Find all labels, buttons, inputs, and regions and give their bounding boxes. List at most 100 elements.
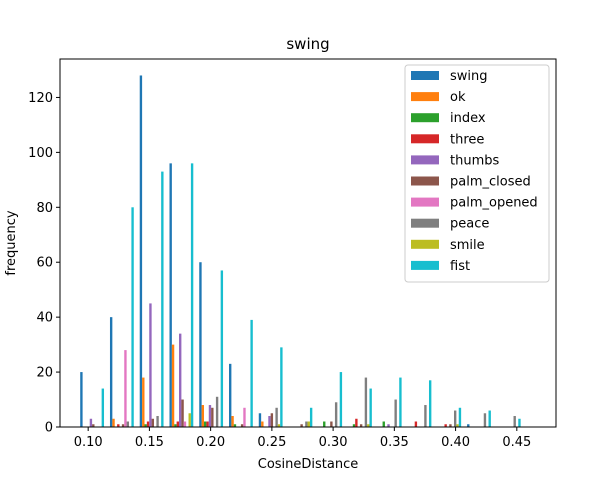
legend-label: thumbs (450, 153, 499, 168)
x-tick-label: 0.25 (257, 435, 286, 450)
bar-fist (428, 380, 432, 427)
y-tick-label: 80 (36, 201, 53, 216)
bar-fist (131, 207, 134, 427)
bar-peace (334, 402, 338, 427)
legend: swing ok index three thumbs palm_closed palm_o… (404, 64, 550, 283)
legend-box (404, 64, 550, 283)
x-tick-label: 0.15 (135, 435, 164, 450)
legend-swatch (411, 71, 439, 80)
bar-index (233, 424, 237, 427)
legend-swatch (411, 113, 439, 123)
chart-title: swing (286, 35, 329, 53)
y-tick-label: 100 (28, 146, 53, 161)
bar-ok (171, 344, 175, 427)
legend-label: peace (450, 217, 489, 232)
bar-peace (394, 399, 397, 427)
x-axis-label: CosineDistance (258, 457, 359, 472)
bar-peace (156, 416, 159, 427)
legend-label: palm_closed (450, 175, 531, 190)
bar-three (117, 424, 120, 427)
bar-swing (199, 262, 202, 427)
bar-palm-opened (243, 407, 246, 427)
bar-ok (142, 377, 145, 427)
legend-label: swing (450, 69, 488, 84)
bar-palm-closed (92, 424, 95, 427)
bar-swing (139, 75, 143, 427)
bar-fist (369, 388, 372, 427)
bar-thumbs (208, 405, 212, 427)
bar-peace (483, 413, 487, 427)
bar-fist (280, 347, 283, 427)
x-tick-label: 0.20 (196, 435, 225, 450)
plot-frame (59, 58, 557, 428)
bar-peace (513, 416, 516, 427)
legend-swatch (411, 260, 439, 270)
bar-index (174, 424, 177, 427)
x-tick-label: 0.30 (319, 435, 348, 450)
bar-ok (112, 418, 115, 427)
bar-fist (399, 377, 402, 427)
bar-thumbs (268, 416, 271, 427)
bar-fist (339, 372, 343, 427)
x-tick-label: 0.35 (380, 435, 409, 450)
bar-index (144, 424, 147, 427)
y-tick-label: 60 (36, 256, 53, 271)
bar-peace (424, 405, 427, 427)
x-axis-ticks: 0.10 0.15 0.20 0.25 0.30 0.35 0.40 0.45 (74, 427, 531, 450)
bar-fist (220, 270, 224, 427)
bar-thumbs (387, 424, 390, 427)
legend-label: three (450, 132, 484, 147)
bar-palm-closed (449, 424, 452, 427)
bar-swing (229, 363, 232, 427)
x-tick-label: 0.40 (441, 435, 470, 450)
bar-three (206, 421, 209, 427)
bar-palm-closed (211, 407, 214, 427)
bar-thumbs (179, 333, 182, 427)
bar-fist (101, 388, 105, 427)
bar-peace (305, 421, 308, 427)
bar-fist (309, 407, 313, 427)
bar-smile (277, 424, 281, 427)
legend-swatch (411, 155, 439, 165)
bar-fist (190, 163, 194, 428)
legend-swatch (411, 239, 439, 249)
bar-index (204, 421, 207, 427)
bar-ok (261, 421, 264, 427)
bar-index (352, 424, 356, 427)
y-tick-label: 0 (45, 421, 53, 436)
bar-palm-closed (181, 399, 184, 427)
bar-index (323, 421, 326, 427)
bar-palm-opened (183, 421, 187, 427)
bar-three (444, 424, 447, 427)
bar-swing (258, 413, 262, 427)
legend-swatch (411, 92, 439, 102)
x-tick-label: 0.10 (74, 435, 103, 450)
bar-thumbs (89, 418, 93, 427)
bar-palm-closed (330, 421, 333, 427)
bar-fist (161, 171, 164, 427)
y-tick-label: 40 (36, 311, 53, 326)
y-tick-label: 20 (36, 366, 53, 381)
bar-ok (201, 405, 205, 427)
bar-three (176, 421, 180, 427)
bar-palm-closed (121, 424, 125, 427)
bar-palm-closed (300, 424, 303, 427)
bar-swing (169, 163, 172, 428)
bar-fist (250, 319, 253, 427)
bar-peace (453, 410, 457, 427)
bar-three (355, 418, 358, 427)
bar-peace (215, 396, 219, 427)
bar-palm-opened (124, 350, 127, 427)
bar-peace (364, 377, 368, 427)
legend-swatch (411, 197, 439, 207)
bar-three (414, 421, 418, 427)
bar-thumbs (149, 303, 152, 427)
bar-smile (307, 421, 310, 427)
bar-peace (126, 421, 130, 427)
legend-label: index (450, 111, 486, 126)
x-tick-label: 0.45 (502, 435, 531, 450)
legend-swatch (411, 176, 439, 186)
bar-smile (188, 413, 191, 427)
legend-label: fist (450, 259, 470, 274)
